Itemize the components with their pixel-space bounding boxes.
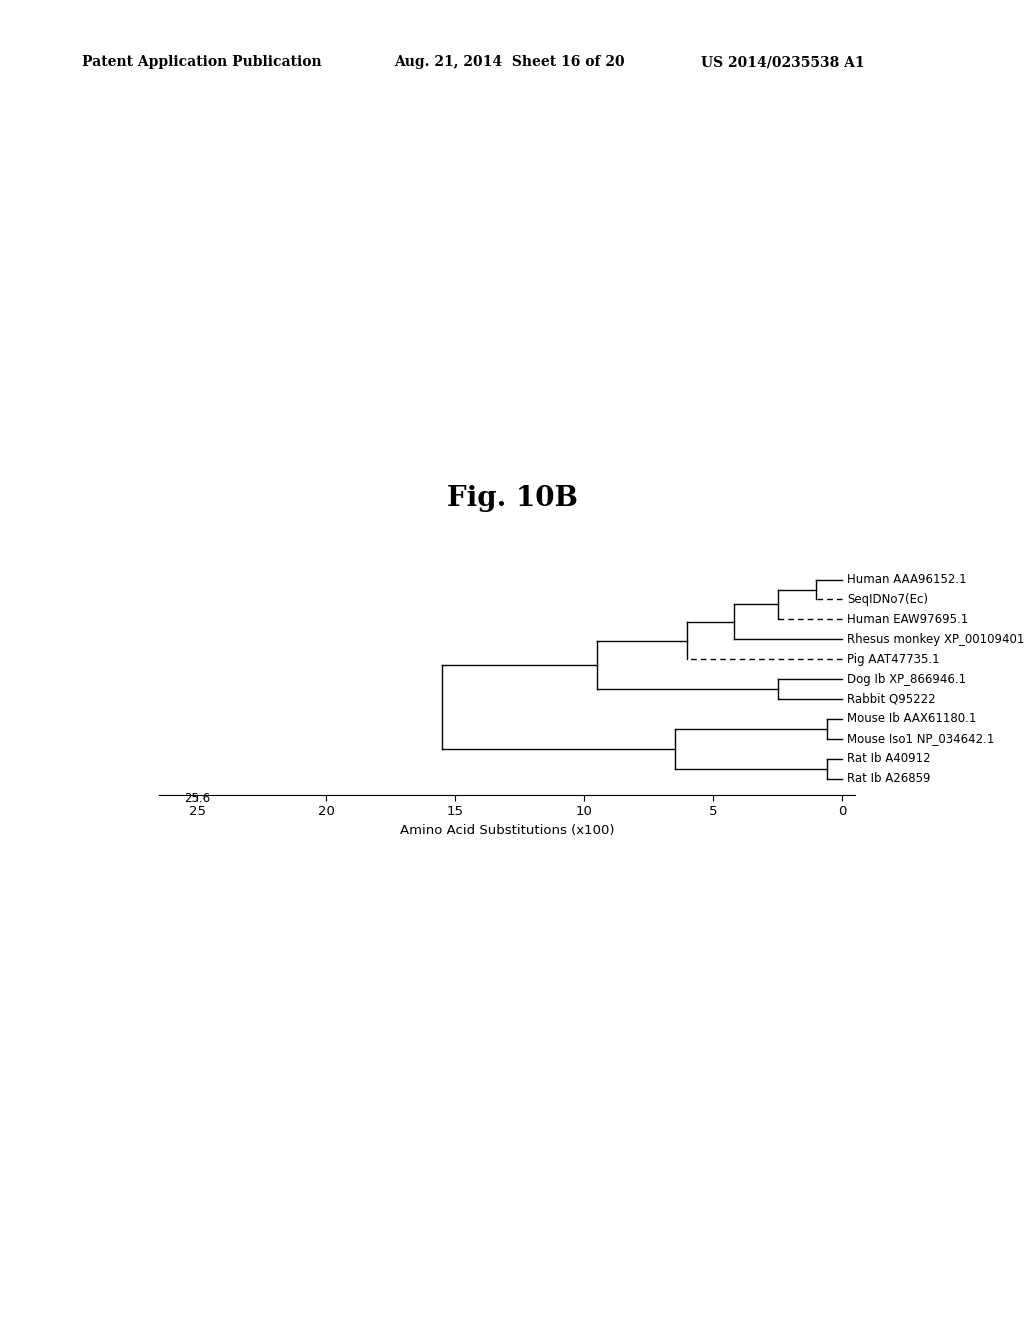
Text: Fig. 10B: Fig. 10B	[446, 486, 578, 512]
Text: Dog Ib XP_866946.1: Dog Ib XP_866946.1	[847, 673, 967, 685]
Text: Rhesus monkey XP_001094016.1: Rhesus monkey XP_001094016.1	[847, 632, 1024, 645]
Text: Aug. 21, 2014  Sheet 16 of 20: Aug. 21, 2014 Sheet 16 of 20	[394, 55, 625, 70]
Text: 25.6: 25.6	[184, 792, 211, 805]
Text: Rabbit Q95222: Rabbit Q95222	[847, 693, 936, 706]
Text: Human AAA96152.1: Human AAA96152.1	[847, 573, 967, 586]
Text: Rat Ib A26859: Rat Ib A26859	[847, 772, 931, 785]
Text: US 2014/0235538 A1: US 2014/0235538 A1	[701, 55, 865, 70]
Text: Human EAW97695.1: Human EAW97695.1	[847, 612, 969, 626]
Text: Rat Ib A40912: Rat Ib A40912	[847, 752, 931, 766]
Text: Mouse Iso1 NP_034642.1: Mouse Iso1 NP_034642.1	[847, 733, 994, 746]
Text: Patent Application Publication: Patent Application Publication	[82, 55, 322, 70]
Text: Pig AAT47735.1: Pig AAT47735.1	[847, 652, 940, 665]
Text: Mouse Ib AAX61180.1: Mouse Ib AAX61180.1	[847, 713, 977, 726]
X-axis label: Amino Acid Substitutions (x100): Amino Acid Substitutions (x100)	[399, 824, 614, 837]
Text: SeqIDNo7(Ec): SeqIDNo7(Ec)	[847, 593, 929, 606]
